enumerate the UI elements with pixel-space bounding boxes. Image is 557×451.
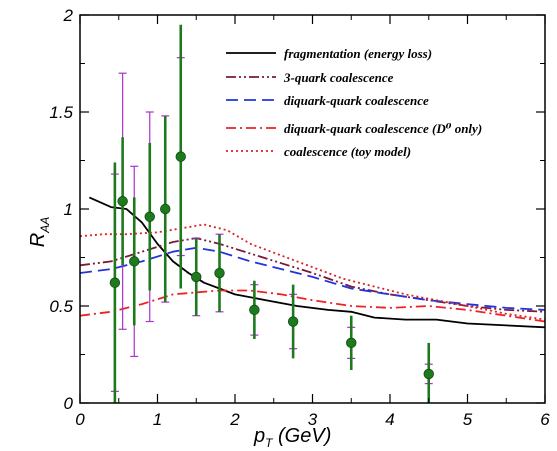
legend-label-4: diquark-quark coalescence (D⁰ only) (284, 121, 482, 136)
data-point (117, 196, 128, 207)
data-point (144, 211, 155, 222)
data-point (287, 316, 299, 327)
legend-label-5: coalescence (toy model) (284, 144, 411, 159)
data-point (214, 267, 225, 279)
data-point (249, 304, 260, 316)
data-points-layer (109, 24, 434, 403)
series-line-1 (88, 196, 545, 329)
series-line-2 (80, 237, 545, 313)
series-line-4 (80, 289, 545, 323)
x-tick-label: 6 (540, 410, 550, 429)
legend: fragmentation (energy loss) 3-quark coale… (226, 46, 482, 159)
x-tick-label: 0 (75, 410, 85, 429)
y-tick-label: 0 (64, 394, 74, 413)
x-axis-title: pT (GeV) (253, 425, 331, 450)
y-axis-title: RAA (27, 217, 52, 247)
data-point (423, 368, 434, 380)
y-axis-title-main: R (27, 233, 49, 247)
x-tick-label: 5 (463, 410, 473, 429)
x-tick-label: 1 (153, 410, 162, 429)
data-point (160, 203, 171, 215)
x-axis-title-main: p (253, 425, 265, 447)
y-tick-label: 2 (63, 6, 74, 25)
series-layer (80, 196, 545, 329)
ticks-layer: 0 1 2 3 4 5 6 0 0.5 1 1.5 2 (49, 6, 550, 429)
data-point (109, 277, 121, 288)
x-tick-label: 2 (229, 410, 240, 429)
x-axis-title-sub: T (265, 436, 274, 450)
data-point (129, 256, 140, 267)
legend-label-1: fragmentation (energy loss) (284, 46, 432, 61)
legend-label-2: 3-quark coalescence (283, 70, 394, 85)
y-tick-label: 1 (64, 200, 73, 219)
data-point (175, 151, 186, 162)
y-tick-label: 1.5 (49, 103, 73, 122)
series-line-5 (80, 223, 545, 321)
x-axis-title-rest: (GeV) (272, 425, 331, 447)
y-tick-label: 0.5 (49, 297, 73, 316)
series-line-3 (80, 246, 545, 311)
data-point (346, 337, 357, 349)
x-tick-label: 4 (385, 410, 394, 429)
y-axis-title-sub: AA (38, 217, 52, 234)
data-point (191, 271, 202, 283)
legend-label-3: diquark-quark coalescence (284, 93, 429, 108)
x-tick-label: 3 (308, 410, 318, 429)
